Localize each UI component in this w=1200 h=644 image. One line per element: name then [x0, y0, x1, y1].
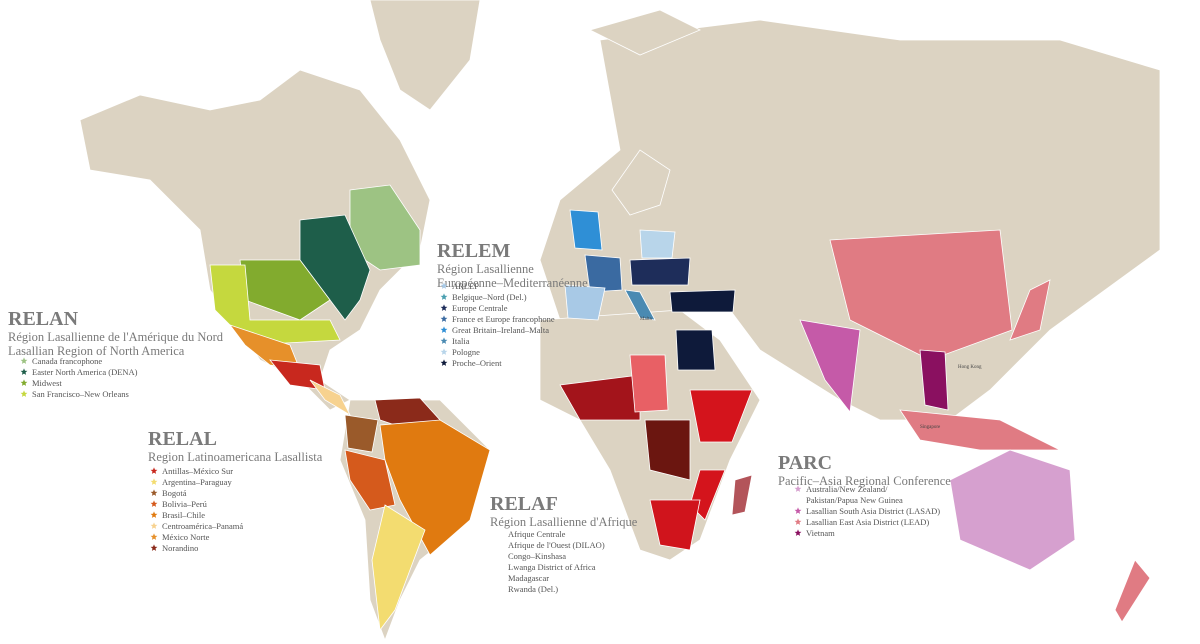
- legend-star: [440, 359, 448, 366]
- legend-item: Bogotá: [162, 488, 187, 498]
- map-label: Malta: [640, 317, 652, 322]
- legend-item: Italia: [452, 336, 470, 346]
- legend-item: Canada francophone: [32, 356, 102, 366]
- legend-star: [440, 304, 448, 311]
- legend-item: Lasallian South Asia District (LASAD): [806, 506, 940, 516]
- legend-star: [20, 368, 28, 375]
- legend-item: Argentina–Paraguay: [162, 477, 232, 487]
- legend-star: [20, 379, 28, 386]
- legend-item: Europe Centrale: [452, 303, 508, 313]
- region-code: PARC: [778, 452, 832, 474]
- legend-star: [150, 489, 158, 496]
- region-title: Lasallian Region of North America: [8, 344, 185, 358]
- legend-star: [20, 357, 28, 364]
- legend-item: Brasil–Chile: [162, 510, 205, 520]
- region-title: Européenne–Mediterranéenne: [437, 276, 588, 290]
- legend-item: Great Britain–Ireland–Malta: [452, 325, 549, 335]
- region-title: Région Lasallienne de l'Amérique du Nord: [8, 330, 224, 344]
- legend-star: [794, 518, 802, 525]
- legend-item: Antillas–México Sur: [162, 466, 233, 476]
- legend-item: Rwanda (Del.): [508, 584, 558, 594]
- legend-item: Pakistan/Papua New Guinea: [806, 495, 903, 505]
- region-code: RELAL: [148, 428, 217, 450]
- legend-star: [150, 522, 158, 529]
- legend-star: [440, 326, 448, 333]
- legend-star: [440, 282, 448, 289]
- legend-item: Bolivia–Perú: [162, 499, 208, 509]
- legend-item: Congo–Kinshasa: [508, 551, 566, 561]
- region-title: Région Lasallienne d'Afrique: [490, 515, 638, 529]
- region-code: RELAF: [490, 493, 558, 515]
- map-label: Hong Kong: [958, 365, 982, 370]
- region-code: RELAN: [8, 308, 79, 330]
- legend-item: Centroamérica–Panamá: [162, 521, 243, 531]
- legend-star: [440, 315, 448, 322]
- legend-item: Madagascar: [508, 573, 549, 583]
- legend-star: [440, 337, 448, 344]
- legend-star: [150, 500, 158, 507]
- region-title: Région Lasallienne: [437, 262, 534, 276]
- legend-item: San Francisco–New Orleans: [32, 389, 129, 399]
- legend-star: [794, 507, 802, 514]
- legend-star: [150, 544, 158, 551]
- legend-star: [150, 467, 158, 474]
- region-code: RELEM: [437, 240, 510, 262]
- legend-item: México Norte: [162, 532, 210, 542]
- legend-item: Pologne: [452, 347, 480, 357]
- legend-item: ARLEP: [452, 281, 479, 291]
- legend-star: [440, 293, 448, 300]
- regions: [209, 184, 1151, 632]
- legend-star: [440, 348, 448, 355]
- legend-item: Belgique–Nord (Del.): [452, 292, 527, 302]
- legend-star: [150, 533, 158, 540]
- legend-item: Afrique de l'Ouest (DILAO): [508, 540, 605, 550]
- map-label: Singapore: [920, 425, 941, 430]
- legend-item: Norandino: [162, 543, 198, 553]
- legend-item: Vietnam: [806, 528, 835, 538]
- legend-item: Australia/New Zealand/: [806, 484, 888, 494]
- legend-star: [794, 529, 802, 536]
- legend-item: Proche–Orient: [452, 358, 502, 368]
- region-title: Region Latinoamericana Lasallista: [148, 450, 323, 464]
- legend-item: Easter North America (DENA): [32, 367, 138, 377]
- legend-item: Lwanga District of Africa: [508, 562, 596, 572]
- region-title: Pacific–Asia Regional Conference: [778, 474, 951, 488]
- legend-star: [150, 478, 158, 485]
- legend-item: France et Europe francophone: [452, 314, 555, 324]
- legend-item: Lasallian East Asia District (LEAD): [806, 517, 929, 527]
- legend-star: [794, 485, 802, 492]
- legend-star: [20, 390, 28, 397]
- legend-item: Afrique Centrale: [508, 529, 566, 539]
- legend-star: [150, 511, 158, 518]
- legend-item: Midwest: [32, 378, 62, 388]
